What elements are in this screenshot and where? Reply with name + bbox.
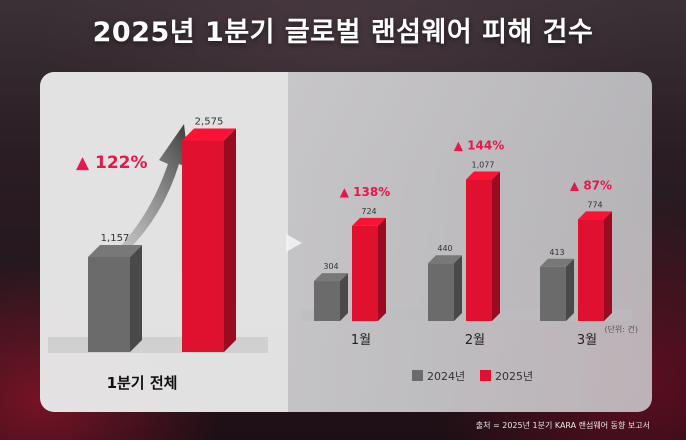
- bar-2월-2025년-top: [466, 171, 500, 180]
- value-label-q1-2024년: 1,157: [101, 233, 130, 244]
- chart-canvas: 1,157 2,575 ▲ 122% 1분기 전체 304 724 ▲ 138% 1월 440…: [48, 116, 638, 392]
- unit-note: (단위: 건): [604, 324, 638, 334]
- bar-3월-2024년-front: [540, 266, 566, 321]
- growth-label-3월: ▲ 87%: [570, 178, 612, 192]
- legend-swatch-2024: [412, 370, 423, 381]
- category-label-q1: 1분기 전체: [107, 374, 178, 392]
- bar-3월-2025년-top: [578, 211, 612, 220]
- bar-2월-2024년-front: [428, 263, 454, 321]
- bar-1월-2025년-front: [352, 225, 378, 321]
- bar-3월-2024년-top: [540, 258, 574, 267]
- bar-1월-2024년-side: [340, 273, 348, 321]
- category-label-3월: 3월: [577, 333, 597, 348]
- bar-q1-2024년-side: [130, 244, 142, 352]
- bar-1월-2025년-side: [378, 217, 386, 321]
- category-label-1월: 1월: [351, 333, 371, 348]
- bar-1월-2024년-top: [314, 273, 348, 282]
- growth-label-2월: ▲ 144%: [454, 139, 504, 153]
- bar-2월-2024년-top: [428, 255, 462, 264]
- legend-label-2024: 2024년: [427, 370, 465, 383]
- bar-1월-2024년-front: [314, 281, 340, 321]
- legend-swatch-2025: [480, 370, 491, 381]
- value-label-3월-2025년: 774: [587, 200, 602, 209]
- bar-3월-2025년-side: [604, 211, 612, 321]
- growth-label-1월: ▲ 138%: [340, 185, 390, 199]
- value-label-q1-2025년: 2,575: [195, 116, 224, 127]
- category-label-2월: 2월: [465, 333, 485, 348]
- page-title: 2025년 1분기 글로벌 랜섬웨어 피해 건수: [92, 17, 594, 48]
- bar-2월-2024년-side: [454, 255, 462, 321]
- value-label-1월-2024년: 304: [323, 262, 338, 271]
- growth-arrow-icon: [100, 124, 189, 270]
- value-label-2월-2025년: 1,077: [472, 161, 495, 170]
- chart-panel: 1,157 2,575 ▲ 122% 1분기 전체 304 724 ▲ 138% 1월 440…: [40, 72, 652, 412]
- source-note: 출처 = 2025년 1분기 KARA 랜섬웨어 동향 보고서: [475, 421, 650, 430]
- divider-chevron-icon: [286, 234, 302, 252]
- bar-q1-2025년-top: [182, 128, 236, 141]
- bar-2월-2025년-front: [466, 179, 492, 321]
- bar-3월-2025년-front: [578, 219, 604, 321]
- legend-label-2025: 2025년: [495, 370, 533, 383]
- growth-label-q1: ▲ 122%: [76, 153, 148, 173]
- value-label-2월-2024년: 440: [437, 244, 452, 253]
- bar-1월-2025년-top: [352, 217, 386, 226]
- bar-q1-2024년-top: [88, 244, 142, 257]
- value-label-1월-2025년: 724: [361, 207, 376, 216]
- bar-2월-2025년-side: [492, 171, 500, 321]
- bar-q1-2025년-side: [224, 128, 236, 352]
- value-label-3월-2024년: 413: [549, 248, 564, 257]
- bar-3월-2024년-side: [566, 258, 574, 321]
- bar-q1-2024년-front: [88, 256, 130, 352]
- bar-q1-2025년-front: [182, 140, 224, 352]
